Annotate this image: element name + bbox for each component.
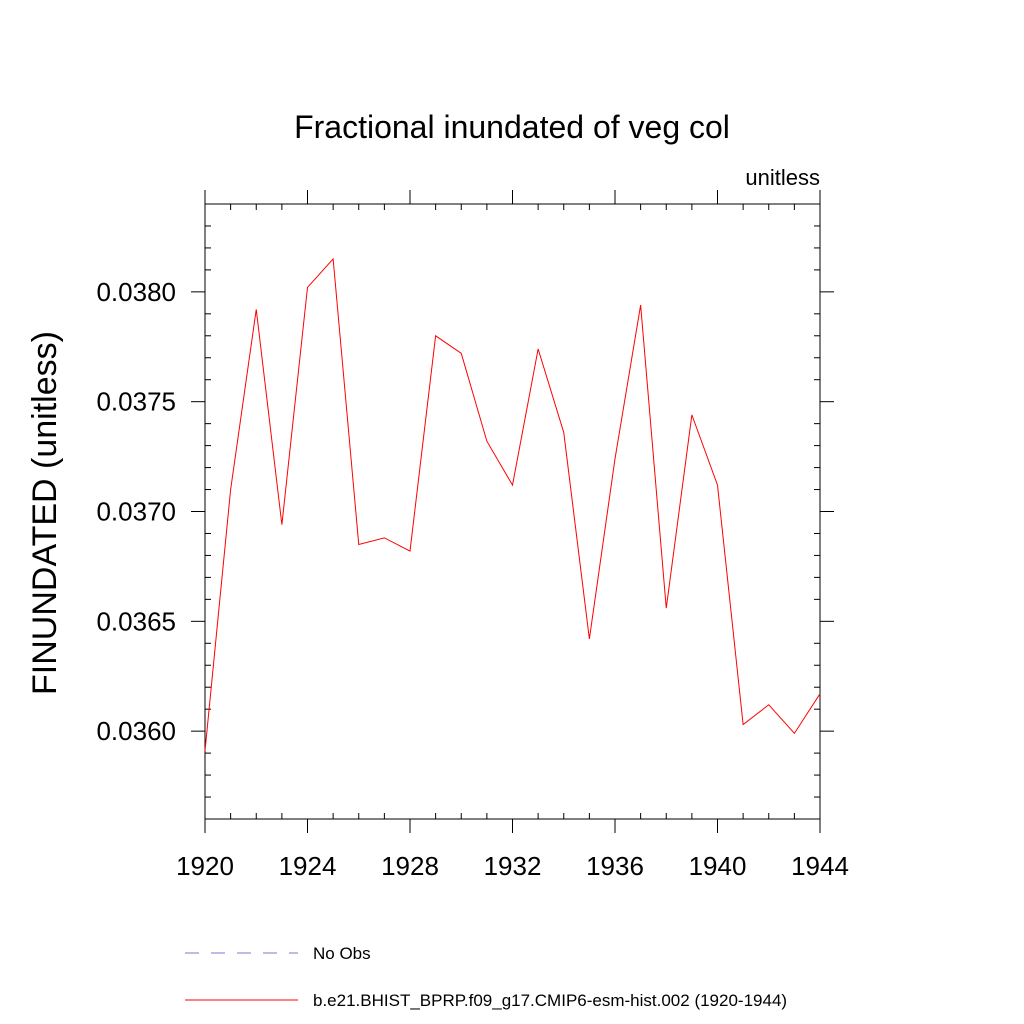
axis-ticks: [191, 190, 834, 833]
plot-frame: [204, 203, 821, 820]
data-point: [229, 488, 233, 492]
data-point: [792, 731, 796, 735]
x-tick-label: 1940: [689, 851, 747, 881]
x-tick-label: 1932: [484, 851, 542, 881]
data-point: [767, 703, 771, 707]
data-point: [306, 285, 310, 289]
data-point: [485, 439, 489, 443]
legend-label: b.e21.BHIST_BPRP.f09_g17.CMIP6-esm-hist.…: [313, 991, 787, 1010]
x-tick-label: 1920: [176, 851, 234, 881]
data-point: [280, 523, 284, 527]
units-label: unitless: [745, 165, 820, 190]
series-group: [203, 257, 822, 753]
data-point: [331, 257, 335, 261]
data-point: [716, 483, 720, 487]
legend-label: No Obs: [313, 944, 371, 963]
y-tick-label: 0.0375: [96, 387, 176, 417]
x-tick-label: 1936: [586, 851, 644, 881]
tick-labels: 1920 1924 1928 1932 1936 1940 1944 0.0360 0.0365…: [96, 277, 848, 881]
x-tick-label: 1928: [381, 851, 439, 881]
data-point: [562, 430, 566, 434]
data-point: [818, 692, 822, 696]
y-tick-label: 0.0365: [96, 606, 176, 636]
data-point: [664, 606, 668, 610]
data-point: [203, 749, 207, 753]
y-tick-label: 0.0360: [96, 716, 176, 746]
series-line: [204, 257, 821, 751]
chart-title: Fractional inundated of veg col: [294, 109, 730, 145]
y-tick-label: 0.0370: [96, 497, 176, 527]
data-point: [382, 536, 386, 540]
data-point: [536, 347, 540, 351]
data-point: [434, 334, 438, 338]
data-point: [639, 303, 643, 307]
data-point: [254, 307, 258, 311]
legend: No Obs b.e21.BHIST_BPRP.f09_g17.CMIP6-esm…: [185, 944, 787, 1010]
y-tick-label: 0.0380: [96, 277, 176, 307]
data-point: [511, 483, 515, 487]
x-tick-label: 1924: [279, 851, 337, 881]
y-axis-label: FINUNDATED (unitless): [26, 331, 64, 695]
data-point: [690, 413, 694, 417]
data-point: [613, 457, 617, 461]
x-tick-label: 1944: [791, 851, 849, 881]
data-point: [587, 637, 591, 641]
data-point: [741, 723, 745, 727]
data-point: [459, 351, 463, 355]
data-point: [408, 549, 412, 553]
data-point: [357, 542, 361, 546]
